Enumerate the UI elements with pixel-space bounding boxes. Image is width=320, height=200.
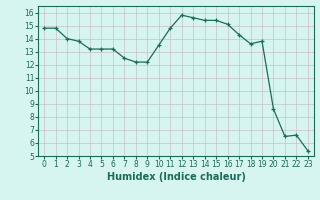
X-axis label: Humidex (Indice chaleur): Humidex (Indice chaleur) — [107, 172, 245, 182]
